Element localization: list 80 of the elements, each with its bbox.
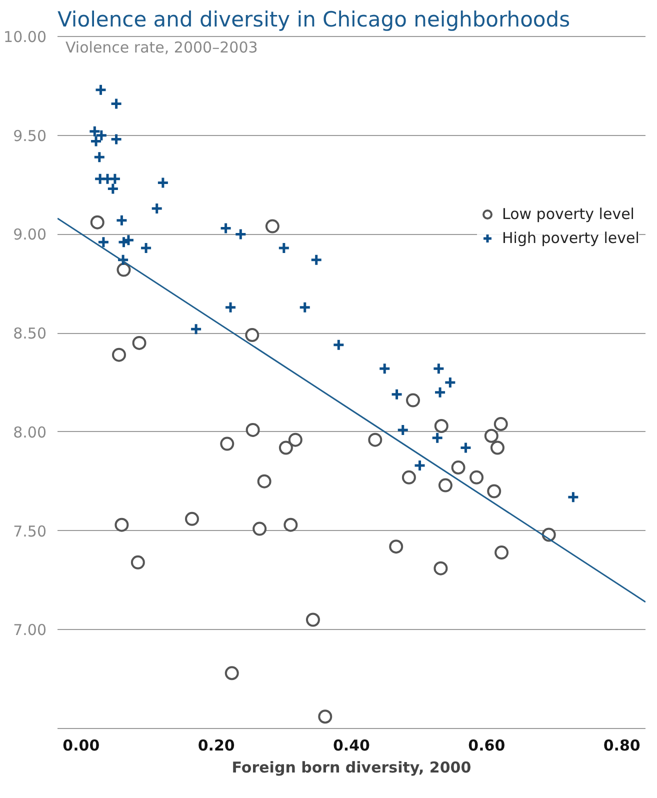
y-tick-label: 7.50 (13, 522, 47, 540)
point (140, 242, 152, 254)
point (434, 386, 446, 399)
point (444, 376, 456, 389)
point (108, 172, 122, 186)
y-tick-label: 9.50 (13, 126, 47, 145)
point (396, 424, 410, 436)
x-tick-label: 0.80 (603, 736, 640, 754)
point (298, 301, 312, 314)
point (97, 236, 110, 248)
x-tick-label: 0.20 (198, 736, 235, 754)
point (224, 301, 237, 314)
point (110, 133, 123, 146)
point (470, 470, 484, 484)
point (220, 436, 234, 451)
point (431, 432, 444, 444)
point (494, 546, 509, 560)
y-axis-title: Violence rate, 2000–2003 (66, 38, 258, 56)
point (94, 84, 108, 96)
point (112, 348, 126, 362)
point (88, 125, 101, 138)
point (490, 440, 504, 455)
point (310, 254, 323, 266)
y-tick-label: 8.00 (13, 423, 47, 442)
y-tick-label: 8.50 (13, 324, 47, 343)
point (150, 202, 164, 215)
point (402, 470, 416, 484)
point (114, 518, 129, 532)
point (278, 242, 290, 254)
x-tick-label: 0.40 (332, 736, 370, 754)
point (252, 522, 267, 536)
point (434, 561, 448, 576)
point (115, 214, 128, 227)
point (190, 322, 202, 336)
point (130, 555, 145, 570)
point (390, 388, 404, 401)
point (368, 432, 382, 447)
point (414, 459, 426, 472)
point (245, 328, 260, 342)
point (487, 484, 502, 498)
x-tick-label: 0.60 (468, 736, 506, 754)
legend-label: High poverty level (502, 229, 640, 247)
point (566, 490, 580, 504)
point (90, 215, 104, 230)
point (318, 710, 332, 724)
point (451, 460, 466, 475)
point (246, 422, 260, 437)
point (278, 440, 293, 455)
y-tick-label: 7.00 (13, 621, 47, 640)
point (406, 393, 420, 408)
y-tick-label: 9.00 (13, 226, 47, 244)
y-tick-label: 10.00 (4, 28, 47, 46)
point (265, 219, 280, 234)
point (494, 417, 508, 432)
point (306, 612, 320, 627)
point (389, 540, 404, 554)
point (484, 428, 498, 443)
legend-label: Low poverty level (502, 205, 634, 223)
chart-title: Violence and diversity in Chicago neighborhoods (58, 8, 570, 32)
point (224, 666, 239, 680)
point (106, 182, 120, 195)
point (93, 150, 106, 164)
point (438, 478, 452, 492)
point (132, 336, 146, 350)
point (378, 362, 391, 375)
point (116, 262, 131, 277)
point (332, 338, 345, 352)
point (184, 512, 199, 526)
point (432, 362, 445, 375)
point (234, 228, 247, 240)
point (220, 222, 232, 235)
x-axis-title: Foreign born diversity, 2000 (232, 758, 472, 776)
point (459, 441, 472, 454)
point (110, 97, 123, 110)
point (434, 419, 448, 433)
point (156, 176, 170, 190)
x-tick-label: 0.00 (62, 736, 100, 754)
point (284, 518, 298, 532)
point (257, 474, 272, 488)
point (288, 432, 302, 447)
